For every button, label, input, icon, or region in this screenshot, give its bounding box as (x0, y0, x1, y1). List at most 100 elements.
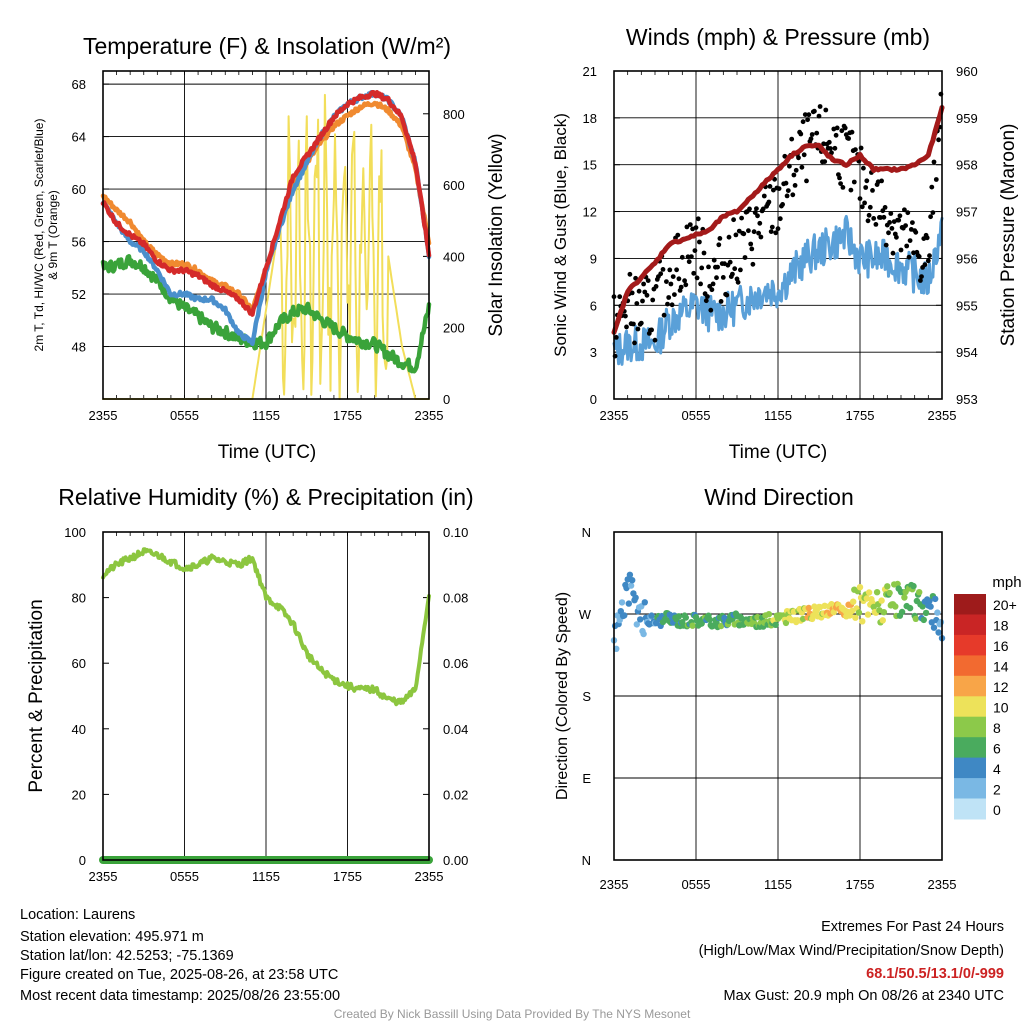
x-tick-label: 0555 (170, 869, 199, 884)
colorbar-swatch (954, 778, 986, 800)
y-tick-label: 6 (590, 298, 597, 313)
gust-point (705, 294, 710, 299)
direction-point (935, 629, 942, 636)
direction-point (892, 603, 899, 610)
direction-point (637, 616, 644, 623)
direction-point (621, 612, 628, 619)
gust-point (683, 282, 689, 288)
x-tick-label: 1155 (764, 877, 792, 892)
gust-point (833, 132, 839, 138)
direction-point (632, 594, 639, 601)
direction-point (901, 594, 908, 601)
x-tick-label: 2355 (89, 869, 118, 884)
gust-point (814, 130, 820, 136)
gust-point (714, 275, 719, 281)
colorbar-label: 20+ (993, 597, 1017, 613)
dewpoint-series-line (100, 254, 432, 374)
direction-point (617, 608, 624, 615)
gust-point (739, 215, 744, 221)
gust-point (640, 298, 645, 304)
gust-point (924, 235, 930, 241)
gust-point (698, 281, 703, 287)
gust-point (678, 284, 684, 290)
gust-point (780, 202, 785, 207)
gust-point (930, 210, 936, 216)
gust-point (883, 242, 889, 248)
location-text: Location: Laurens (20, 907, 136, 923)
gust-point (902, 207, 907, 213)
direction-point (886, 589, 893, 597)
gust-point (785, 188, 791, 194)
colorbar-label: 8 (993, 720, 1001, 736)
gust-point (838, 181, 843, 187)
wind-xlabel: Time (UTC) (729, 442, 828, 463)
direction-point (618, 599, 626, 606)
gust-point (771, 187, 776, 193)
gust-point (878, 215, 883, 220)
gust-point (846, 136, 851, 141)
colorbar-label: 0 (993, 802, 1001, 818)
gust-point (735, 279, 741, 285)
gust-point (809, 132, 815, 137)
gust-point (882, 205, 888, 210)
colorbar-swatch (954, 757, 986, 779)
gust-point (806, 112, 812, 118)
gust-point (634, 301, 640, 306)
gust-point (709, 287, 715, 293)
gust-point (665, 301, 670, 307)
direction-point (934, 609, 941, 616)
gust-point (931, 159, 937, 165)
gust-point (751, 229, 757, 235)
y2-tick-label: 0.04 (443, 722, 468, 737)
gust-point (858, 145, 864, 151)
gust-point (724, 292, 730, 298)
direction-point (910, 582, 917, 590)
gust-point (790, 192, 796, 198)
gust-point (661, 312, 667, 318)
gust-point (645, 278, 651, 283)
y-tick-label: 15 (583, 158, 597, 173)
gust-point (866, 212, 872, 218)
temp-ylabel-line1: 2m T, Td, HI/WC (Red, Green, Scarlet/Blu… (32, 119, 46, 352)
direction-point (930, 624, 938, 631)
gust-point (692, 248, 698, 254)
direction-point (627, 582, 635, 589)
direction-point (884, 583, 891, 590)
x-tick-label: 2355 (415, 869, 444, 884)
y-tick-label: E (582, 771, 591, 786)
gust-point (898, 247, 904, 253)
gust-point (903, 223, 908, 229)
gust-point (791, 172, 797, 178)
colorbar-swatch (954, 614, 986, 636)
gust-point (674, 267, 679, 273)
y-tick-label: 80 (72, 591, 86, 606)
gust-point (769, 224, 775, 230)
gust-point (928, 214, 933, 220)
gust-point (768, 229, 774, 235)
gust-point (881, 214, 887, 220)
gust-point (635, 326, 641, 332)
gust-point (864, 178, 870, 184)
gust-point (834, 125, 840, 131)
y-tick-label: 64 (72, 130, 86, 145)
gust-point (919, 274, 924, 279)
direction-point (865, 589, 873, 596)
gust-point (684, 224, 690, 230)
direction-point (765, 611, 773, 618)
y2-tick-label: 0.06 (443, 656, 468, 671)
gust-point (676, 276, 682, 282)
temp-series-line (100, 89, 432, 317)
y-tick-label: 40 (72, 722, 86, 737)
x-tick-label: 1755 (333, 408, 362, 423)
rh-ylabel: Percent & Precipitation (26, 599, 47, 792)
gust-point (758, 234, 764, 240)
y2-tick-label: 0.00 (443, 853, 468, 868)
direction-point (937, 619, 945, 626)
colorbar-label: 6 (993, 740, 1001, 756)
gust-point (760, 206, 766, 212)
colorbar-label: 4 (993, 761, 1001, 777)
y2-tick-label: 0 (443, 392, 450, 407)
y2-tick-label: 960 (956, 64, 978, 79)
direction-point (919, 603, 926, 610)
gust-point (666, 295, 672, 300)
